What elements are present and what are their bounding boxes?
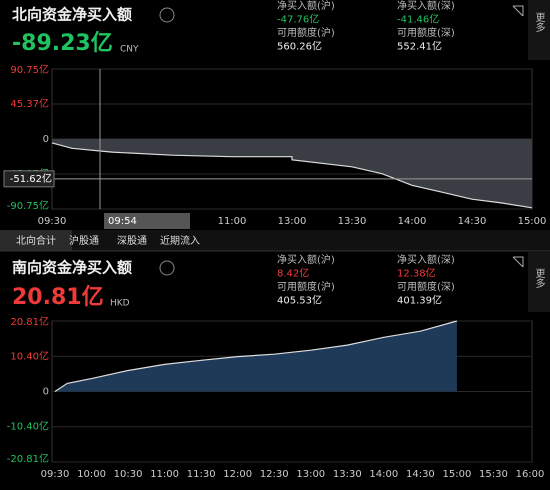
x-tick-label: 12:00 (223, 469, 252, 480)
stat-value: 12.38亿 (397, 267, 436, 280)
x-tick-label: 09:30 (41, 469, 70, 480)
x-tick-label: 15:00 (518, 216, 547, 227)
line (54, 320, 458, 392)
help-icon[interactable] (159, 7, 175, 23)
stat-value: 8.42亿 (277, 267, 309, 280)
stat-value: 552.41亿 (397, 40, 442, 53)
area (52, 139, 532, 208)
y-tick-label: -10.40亿 (7, 420, 49, 433)
expand-icon[interactable] (512, 256, 524, 268)
cursor-x-label: 09:54 (108, 216, 137, 227)
stat-label: 可用额度(沪) (277, 26, 335, 39)
side-bar (528, 252, 550, 312)
x-tick-label: 14:30 (458, 216, 487, 227)
panel-title: 北向资金净买入额 (12, 6, 132, 24)
x-tick-label: 09:30 (38, 216, 67, 227)
stat-value: -47.76亿 (277, 13, 319, 26)
more-button[interactable]: 更多 (533, 12, 545, 33)
stat-label: 净买入额(深) (397, 253, 455, 266)
tab[interactable]: 北向合计 (16, 234, 56, 247)
tab-selected (0, 230, 72, 251)
stat-label: 可用额度(深) (397, 26, 455, 39)
stat-value: 560.26亿 (277, 40, 322, 53)
stat-label: 可用额度(沪) (277, 280, 335, 293)
x-tick-label: 11:00 (218, 216, 247, 227)
stat-value: 401.39亿 (397, 294, 442, 307)
x-tick-label: 15:30 (479, 469, 508, 480)
stat-value: 405.53亿 (277, 294, 322, 307)
cursor-y-box (3, 170, 55, 188)
y-tick-label: 90.75亿 (10, 63, 49, 76)
more-button[interactable]: 更多 (533, 268, 545, 289)
stat-label: 净买入额(深) (397, 0, 455, 12)
x-tick-label: 11:00 (150, 469, 179, 480)
y-tick-label: 45.37亿 (10, 97, 49, 110)
help-icon[interactable] (159, 260, 175, 276)
expand-icon[interactable] (512, 5, 524, 17)
tab[interactable]: 沪股通 (69, 234, 99, 247)
tab[interactable]: 近期流入 (160, 234, 200, 247)
total-value: -89.23亿 (12, 31, 113, 56)
total-value: 20.81亿 (12, 285, 104, 310)
stat-label: 净买入额(沪) (277, 253, 335, 266)
cursor-x-box (104, 213, 190, 229)
x-tick-label: 10:30 (114, 469, 143, 480)
x-tick-label: 14:00 (369, 469, 398, 480)
x-tick-label: 13:30 (333, 469, 362, 480)
y-tick-label: 20.81亿 (10, 315, 49, 328)
currency: HKD (110, 299, 130, 309)
stat-label: 净买入额(沪) (277, 0, 335, 12)
y-tick-label: 0 (43, 134, 49, 145)
stat-label: 可用额度(深) (397, 280, 455, 293)
stat-value: -41.46亿 (397, 13, 439, 26)
y-tick-label: -20.81亿 (7, 452, 49, 465)
area (55, 321, 457, 392)
x-tick-label: 14:30 (406, 469, 435, 480)
currency: CNY (120, 45, 139, 55)
x-tick-label: 14:00 (398, 216, 427, 227)
x-tick-label: 13:30 (338, 216, 367, 227)
x-tick-label: 11:30 (187, 469, 216, 480)
x-tick-label: 13:00 (296, 469, 325, 480)
tab-bar (0, 230, 550, 251)
panel-title: 南向资金净买入额 (12, 259, 132, 277)
tab[interactable]: 深股通 (117, 235, 147, 247)
y-tick-label: -90.75亿 (7, 199, 49, 212)
x-tick-label: 15:00 (443, 469, 472, 480)
x-tick-label: 13:00 (278, 216, 307, 227)
y-tick-label: 0 (43, 387, 49, 398)
side-bar (528, 0, 550, 60)
y-tick-label: 10.40亿 (10, 349, 49, 362)
x-tick-label: 10:00 (77, 469, 106, 480)
line (51, 142, 533, 209)
x-tick-label: 16:00 (516, 469, 545, 480)
cursor-y-label: -51.62亿 (10, 172, 52, 185)
x-tick-label: 12:30 (260, 469, 289, 480)
